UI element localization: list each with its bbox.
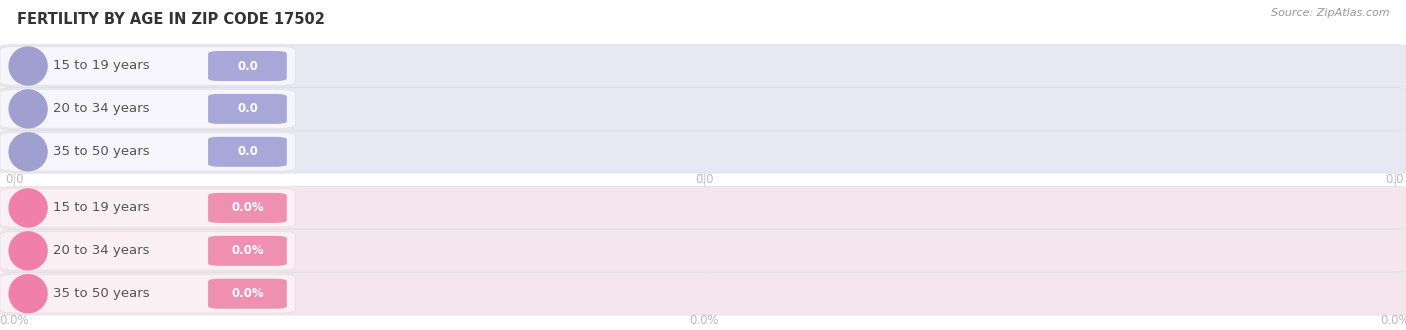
FancyBboxPatch shape bbox=[0, 47, 295, 85]
Ellipse shape bbox=[8, 188, 48, 228]
FancyBboxPatch shape bbox=[0, 89, 295, 128]
FancyBboxPatch shape bbox=[0, 275, 295, 313]
Text: FERTILITY BY AGE IN ZIP CODE 17502: FERTILITY BY AGE IN ZIP CODE 17502 bbox=[17, 12, 325, 26]
Text: 35 to 50 years: 35 to 50 years bbox=[53, 145, 150, 158]
Text: 0.0: 0.0 bbox=[695, 173, 714, 186]
Text: 0.0%: 0.0% bbox=[0, 314, 30, 327]
Ellipse shape bbox=[8, 231, 48, 271]
Ellipse shape bbox=[8, 132, 48, 172]
FancyBboxPatch shape bbox=[0, 232, 295, 270]
Text: 15 to 19 years: 15 to 19 years bbox=[53, 59, 150, 73]
Text: 15 to 19 years: 15 to 19 years bbox=[53, 201, 150, 214]
Text: 0.0: 0.0 bbox=[238, 145, 257, 158]
Text: 20 to 34 years: 20 to 34 years bbox=[53, 244, 150, 257]
Ellipse shape bbox=[8, 274, 48, 314]
FancyBboxPatch shape bbox=[208, 236, 287, 266]
FancyBboxPatch shape bbox=[0, 130, 1406, 173]
FancyBboxPatch shape bbox=[208, 279, 287, 309]
FancyBboxPatch shape bbox=[0, 132, 295, 171]
Text: 0.0: 0.0 bbox=[238, 102, 257, 115]
Text: 0.0: 0.0 bbox=[238, 59, 257, 73]
Text: 0.0%: 0.0% bbox=[1379, 314, 1406, 327]
FancyBboxPatch shape bbox=[208, 94, 287, 124]
Text: 0.0%: 0.0% bbox=[231, 287, 264, 300]
FancyBboxPatch shape bbox=[0, 187, 1406, 229]
FancyBboxPatch shape bbox=[0, 87, 1406, 130]
Text: 0.0%: 0.0% bbox=[689, 314, 720, 327]
FancyBboxPatch shape bbox=[0, 45, 1406, 87]
Text: 20 to 34 years: 20 to 34 years bbox=[53, 102, 150, 115]
Text: 0.0%: 0.0% bbox=[231, 244, 264, 257]
Text: 0.0: 0.0 bbox=[1385, 173, 1405, 186]
FancyBboxPatch shape bbox=[0, 230, 1406, 272]
Text: 35 to 50 years: 35 to 50 years bbox=[53, 287, 150, 300]
Ellipse shape bbox=[8, 89, 48, 129]
Text: Source: ZipAtlas.com: Source: ZipAtlas.com bbox=[1271, 8, 1389, 18]
FancyBboxPatch shape bbox=[0, 189, 295, 227]
FancyBboxPatch shape bbox=[0, 273, 1406, 315]
FancyBboxPatch shape bbox=[208, 51, 287, 81]
Text: 0.0: 0.0 bbox=[4, 173, 24, 186]
FancyBboxPatch shape bbox=[208, 193, 287, 223]
FancyBboxPatch shape bbox=[208, 137, 287, 167]
Ellipse shape bbox=[8, 46, 48, 86]
Text: 0.0%: 0.0% bbox=[231, 201, 264, 214]
